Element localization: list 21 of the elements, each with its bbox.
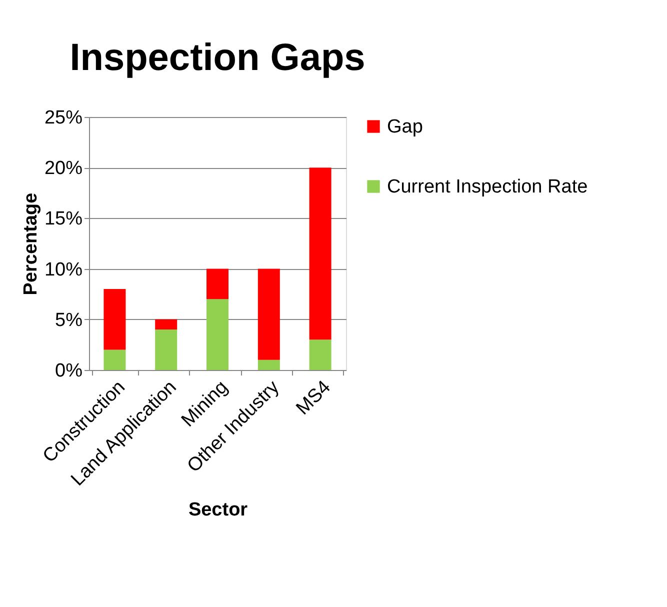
- bar: [155, 319, 178, 330]
- bar: [104, 350, 126, 370]
- y-tick-label: 10%: [44, 259, 83, 280]
- bar: [258, 268, 280, 360]
- bar: [104, 289, 126, 350]
- bar: [206, 299, 228, 370]
- bar: [155, 330, 178, 370]
- legend-label: Gap: [387, 116, 423, 138]
- bar: [206, 268, 228, 300]
- y-tick-label: 25%: [44, 108, 83, 128]
- bar: [309, 168, 332, 340]
- y-tick-label: 5%: [55, 310, 83, 331]
- y-tick-label: 20%: [44, 158, 83, 180]
- x-axis-title: Sector: [188, 499, 248, 520]
- bar: [258, 360, 280, 370]
- y-tick-label: 15%: [44, 208, 83, 230]
- y-tick-label: 0%: [55, 360, 83, 382]
- chart-title: Inspection Gaps: [70, 37, 366, 79]
- legend-label: Current Inspection Rate: [387, 176, 588, 198]
- y-axis-title: Percentage: [20, 192, 42, 296]
- bar: [309, 340, 332, 370]
